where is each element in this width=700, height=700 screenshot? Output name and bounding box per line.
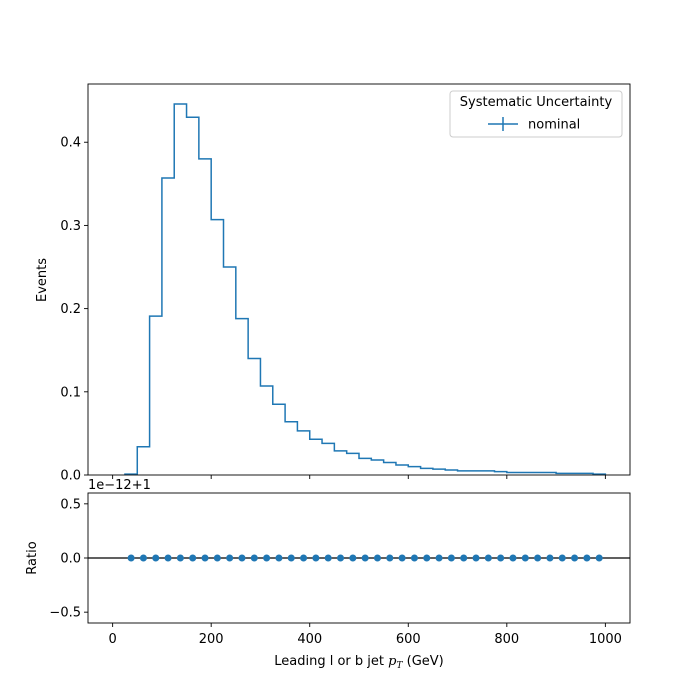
ratio-point [250, 554, 258, 562]
ratio-point [435, 554, 443, 562]
ratio-point [164, 554, 172, 562]
ratio-point [287, 554, 295, 562]
main-y-tick-label: 0.0 [60, 469, 81, 484]
legend-box [449, 90, 623, 138]
main-plot-frame [88, 84, 630, 475]
ratio-point [201, 554, 209, 562]
ratio-point [337, 554, 345, 562]
ratio-point [386, 554, 394, 562]
ratio-point [534, 554, 542, 562]
x-axis-label: Leading l or b jet pT (GeV) [274, 654, 443, 671]
ratio-point [189, 554, 197, 562]
ratio-point [373, 554, 381, 562]
ratio-point [361, 554, 369, 562]
main-y-tick-label: 0.1 [60, 385, 81, 400]
x-axis-label-math: p [388, 654, 397, 669]
ratio-point [509, 554, 517, 562]
nominal-histogram-line [124, 103, 607, 475]
ratio-point [226, 554, 234, 562]
main-y-tick-label: 0.4 [60, 136, 81, 151]
ratio-point [349, 554, 357, 562]
ratio-point [263, 554, 271, 562]
ratio-plot-panel: −0.5 0.0 0.5 0 200 400 600 800 1000 1e−12+1 Rat… [25, 478, 631, 671]
legend-title: Systematic Uncertainty [460, 95, 613, 110]
ratio-point [546, 554, 554, 562]
ratio-point [460, 554, 468, 562]
ratio-y-axis-label: Ratio [25, 541, 40, 574]
ratio-point [521, 554, 529, 562]
ratio-point [324, 554, 332, 562]
main-y-axis-label: Events [35, 258, 50, 302]
ratio-y-tick-label: 0.0 [60, 552, 81, 567]
ratio-point [583, 554, 591, 562]
ratio-y-ticks: −0.5 0.0 0.5 [49, 497, 88, 621]
ratio-y-tick-label: −0.5 [49, 606, 81, 621]
main-plot-border [87, 83, 631, 476]
ratio-point [127, 554, 135, 562]
x-axis-label-prefix: Leading l or b jet [274, 654, 388, 669]
ratio-point [312, 554, 320, 562]
ratio-x-tick-label: 0 [108, 632, 116, 647]
ratio-point [484, 554, 492, 562]
main-x-ticks [112, 475, 606, 479]
ratio-x-ticks: 0 200 400 600 800 1000 [108, 623, 622, 647]
ratio-point [275, 554, 283, 562]
legend-entry-nominal: nominal [528, 118, 580, 133]
main-y-tick-label: 0.2 [60, 302, 81, 317]
main-y-tick-label: 0.3 [60, 219, 81, 234]
ratio-x-tick-label: 1000 [589, 632, 622, 647]
ratio-point [423, 554, 431, 562]
ratio-point [472, 554, 480, 562]
ratio-plot-border [87, 492, 631, 624]
ratio-point [398, 554, 406, 562]
ratio-point [558, 554, 566, 562]
x-axis-label-subscript: T [396, 661, 403, 671]
ratio-point [447, 554, 455, 562]
legend: Systematic Uncertainty nominal [449, 90, 623, 138]
ratio-point [176, 554, 184, 562]
ratio-y-tick-label: 0.5 [60, 497, 81, 512]
ratio-x-tick-label: 800 [494, 632, 519, 647]
ratio-points [127, 554, 603, 562]
ratio-offset-text: 1e−12+1 [88, 478, 151, 493]
ratio-point [213, 554, 221, 562]
x-axis-label-suffix: (GeV) [402, 654, 443, 669]
ratio-point [595, 554, 603, 562]
main-plot-panel: 0.0 0.1 0.2 0.3 0.4 Events Systematic Uncert… [35, 83, 631, 484]
ratio-point [238, 554, 246, 562]
ratio-point [152, 554, 160, 562]
main-y-ticks: 0.0 0.1 0.2 0.3 0.4 [60, 136, 88, 484]
ratio-x-tick-label: 600 [396, 632, 421, 647]
ratio-point [139, 554, 147, 562]
ratio-x-tick-label: 400 [297, 632, 322, 647]
ratio-point [410, 554, 418, 562]
ratio-point [300, 554, 308, 562]
ratio-point [497, 554, 505, 562]
ratio-x-tick-label: 200 [199, 632, 224, 647]
ratio-point [571, 554, 579, 562]
